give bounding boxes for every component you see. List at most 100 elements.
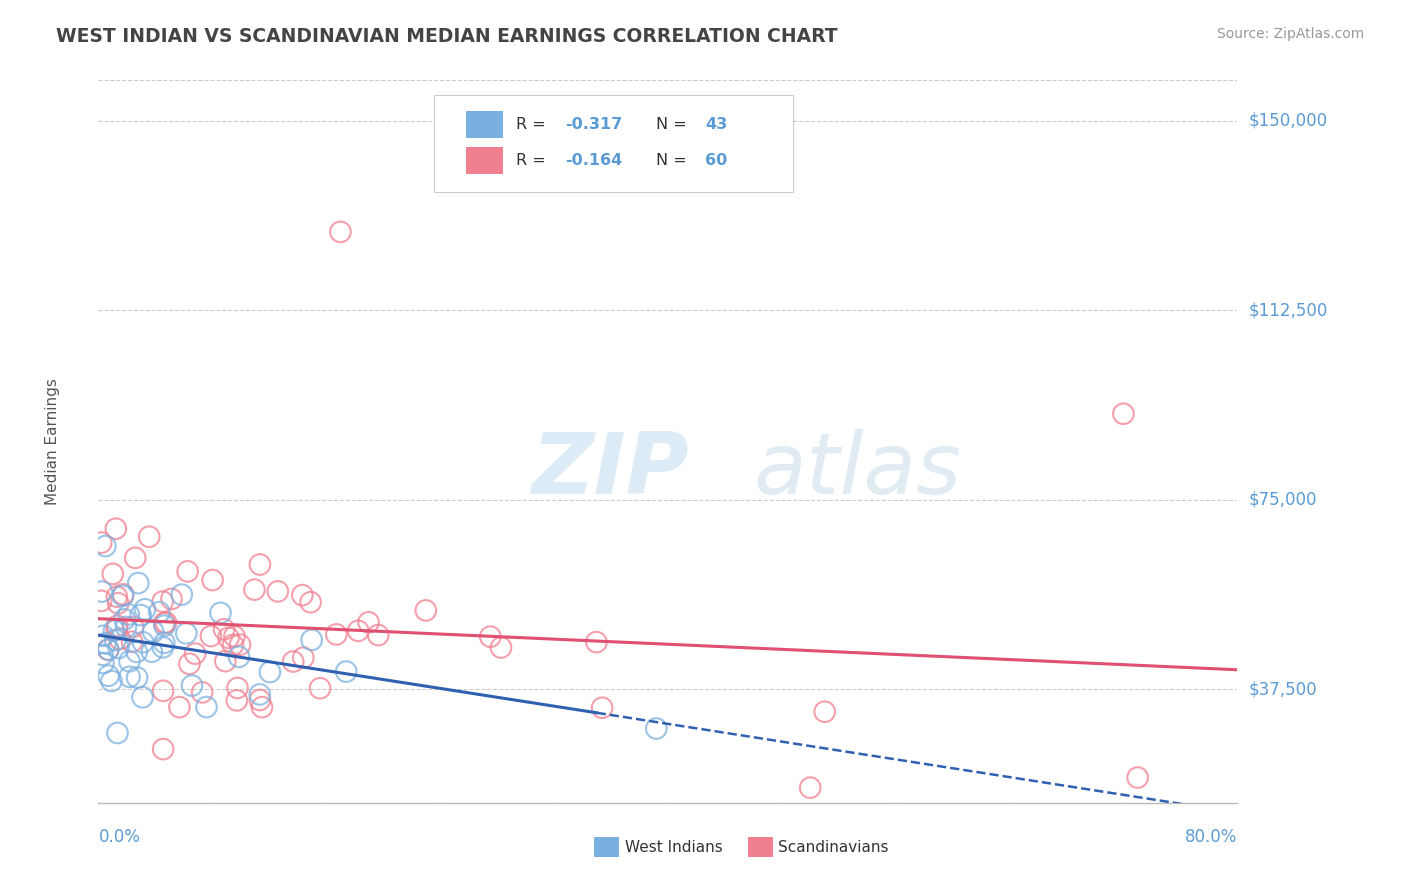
Point xyxy=(1112,407,1135,421)
Point xyxy=(212,622,235,636)
Point xyxy=(107,726,129,740)
Point xyxy=(814,705,837,719)
Point xyxy=(94,539,117,553)
Point xyxy=(591,700,613,714)
Text: N =: N = xyxy=(657,117,688,132)
Point xyxy=(645,722,668,736)
Bar xyxy=(593,837,619,857)
Text: Scandinavians: Scandinavians xyxy=(779,840,889,855)
Point xyxy=(489,640,512,655)
Text: $150,000: $150,000 xyxy=(1249,112,1327,129)
Point xyxy=(153,618,176,632)
Point xyxy=(97,642,120,657)
Point xyxy=(118,607,141,622)
Point xyxy=(229,638,252,652)
Text: 43: 43 xyxy=(706,117,728,132)
Point xyxy=(1126,771,1149,785)
Point xyxy=(127,671,149,685)
Text: -0.164: -0.164 xyxy=(565,153,623,168)
Point xyxy=(148,605,170,619)
Text: N =: N = xyxy=(657,153,688,168)
Point xyxy=(90,594,112,608)
Point xyxy=(94,636,117,650)
Point xyxy=(103,624,125,638)
Point xyxy=(367,628,389,642)
Point xyxy=(93,656,115,670)
Point xyxy=(292,650,315,665)
Point xyxy=(301,632,323,647)
Point xyxy=(585,635,607,649)
Point xyxy=(181,679,204,693)
Text: ZIP: ZIP xyxy=(531,429,689,512)
Bar xyxy=(467,147,503,174)
Point xyxy=(107,640,129,655)
Point xyxy=(176,626,198,640)
Point xyxy=(125,645,148,659)
Point xyxy=(111,589,134,603)
Point xyxy=(91,629,114,643)
Point xyxy=(127,576,149,591)
Point xyxy=(115,620,138,634)
Point xyxy=(155,615,177,630)
Point xyxy=(201,573,224,587)
Point xyxy=(249,688,271,702)
Point xyxy=(214,654,236,668)
Point xyxy=(129,608,152,623)
Point xyxy=(132,635,155,649)
Text: R =: R = xyxy=(516,153,546,168)
Point xyxy=(122,620,145,634)
Point xyxy=(131,690,153,705)
Point xyxy=(357,615,380,630)
Point xyxy=(118,654,141,668)
Point xyxy=(97,642,120,657)
Point xyxy=(97,668,120,682)
Point xyxy=(141,645,163,659)
Point xyxy=(325,627,347,641)
Point xyxy=(107,596,129,610)
Text: atlas: atlas xyxy=(754,429,962,512)
Point xyxy=(153,636,176,650)
Point xyxy=(179,657,201,671)
Point xyxy=(267,584,290,599)
Point xyxy=(222,638,245,652)
Point xyxy=(479,630,502,644)
Point xyxy=(118,670,141,684)
Point xyxy=(134,602,156,616)
Point xyxy=(90,584,112,599)
Point xyxy=(249,693,271,707)
Point xyxy=(209,606,232,620)
Text: $112,500: $112,500 xyxy=(1249,301,1329,319)
Text: 60: 60 xyxy=(706,153,728,168)
Point xyxy=(101,566,124,581)
Text: 80.0%: 80.0% xyxy=(1185,828,1237,847)
Point xyxy=(184,647,207,661)
Text: $75,000: $75,000 xyxy=(1249,491,1317,508)
Point xyxy=(124,550,146,565)
Point xyxy=(112,587,135,601)
Point xyxy=(114,612,136,626)
Point xyxy=(200,629,222,643)
Text: $37,500: $37,500 xyxy=(1249,680,1317,698)
Point xyxy=(250,700,273,714)
Point xyxy=(104,522,127,536)
Point xyxy=(218,631,240,645)
Point xyxy=(152,594,174,608)
Text: 0.0%: 0.0% xyxy=(98,828,141,847)
Point xyxy=(108,632,131,646)
Point xyxy=(152,640,174,655)
Point xyxy=(191,685,214,699)
Point xyxy=(228,649,250,664)
Point xyxy=(259,665,281,679)
Point xyxy=(105,619,128,633)
Bar xyxy=(467,111,503,138)
Point xyxy=(226,681,249,695)
Point xyxy=(225,693,247,707)
Point xyxy=(283,655,305,669)
FancyBboxPatch shape xyxy=(434,95,793,193)
Point xyxy=(249,558,271,572)
Point xyxy=(152,742,174,756)
Point xyxy=(243,582,266,597)
Point xyxy=(105,622,128,636)
Point xyxy=(100,673,122,688)
Point xyxy=(152,683,174,698)
